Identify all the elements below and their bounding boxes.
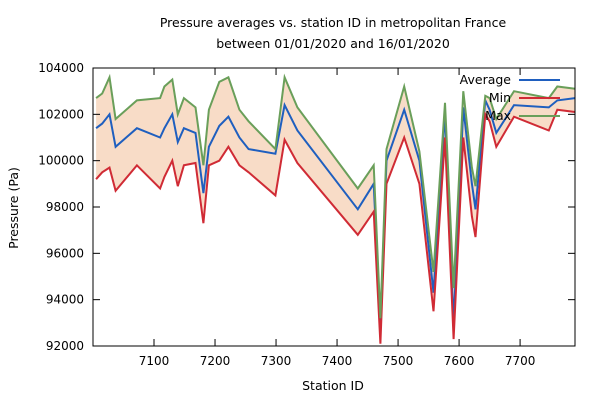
x-tick-label: 7600 — [444, 354, 475, 368]
y-tick-label: 104000 — [38, 61, 84, 75]
y-tick-label: 92000 — [46, 339, 84, 353]
x-tick-label: 7300 — [261, 354, 292, 368]
series-layer — [95, 73, 576, 344]
x-tick-label: 7100 — [139, 354, 170, 368]
series-line-max — [95, 73, 576, 319]
legend: Average Min Max — [460, 72, 560, 123]
y-tick-label: 100000 — [38, 154, 84, 168]
x-tick-label: 7200 — [200, 354, 231, 368]
x-axis-label: Station ID — [302, 378, 364, 393]
legend-label-min: Min — [489, 90, 511, 105]
axes-layer: 92000 94000 96000 98000 100000 102000 104000 71… — [38, 61, 576, 368]
chart-subtitle: between 01/01/2020 and 16/01/2020 — [216, 36, 450, 51]
y-tick-label: 98000 — [46, 200, 84, 214]
legend-label-max: Max — [485, 108, 511, 123]
y-tick-label: 96000 — [46, 246, 84, 260]
y-tick-label: 102000 — [38, 107, 84, 121]
y-axis-label: Pressure (Pa) — [6, 167, 21, 249]
y-tick-label: 94000 — [46, 293, 84, 307]
series-line-average — [95, 96, 576, 326]
legend-label-average: Average — [460, 72, 512, 87]
series-line-min — [95, 108, 576, 344]
chart-title: Pressure averages vs. station ID in metr… — [160, 15, 507, 30]
x-tick-label: 7500 — [383, 354, 414, 368]
x-tick-label: 7700 — [505, 354, 536, 368]
x-tick-label: 7400 — [322, 354, 353, 368]
